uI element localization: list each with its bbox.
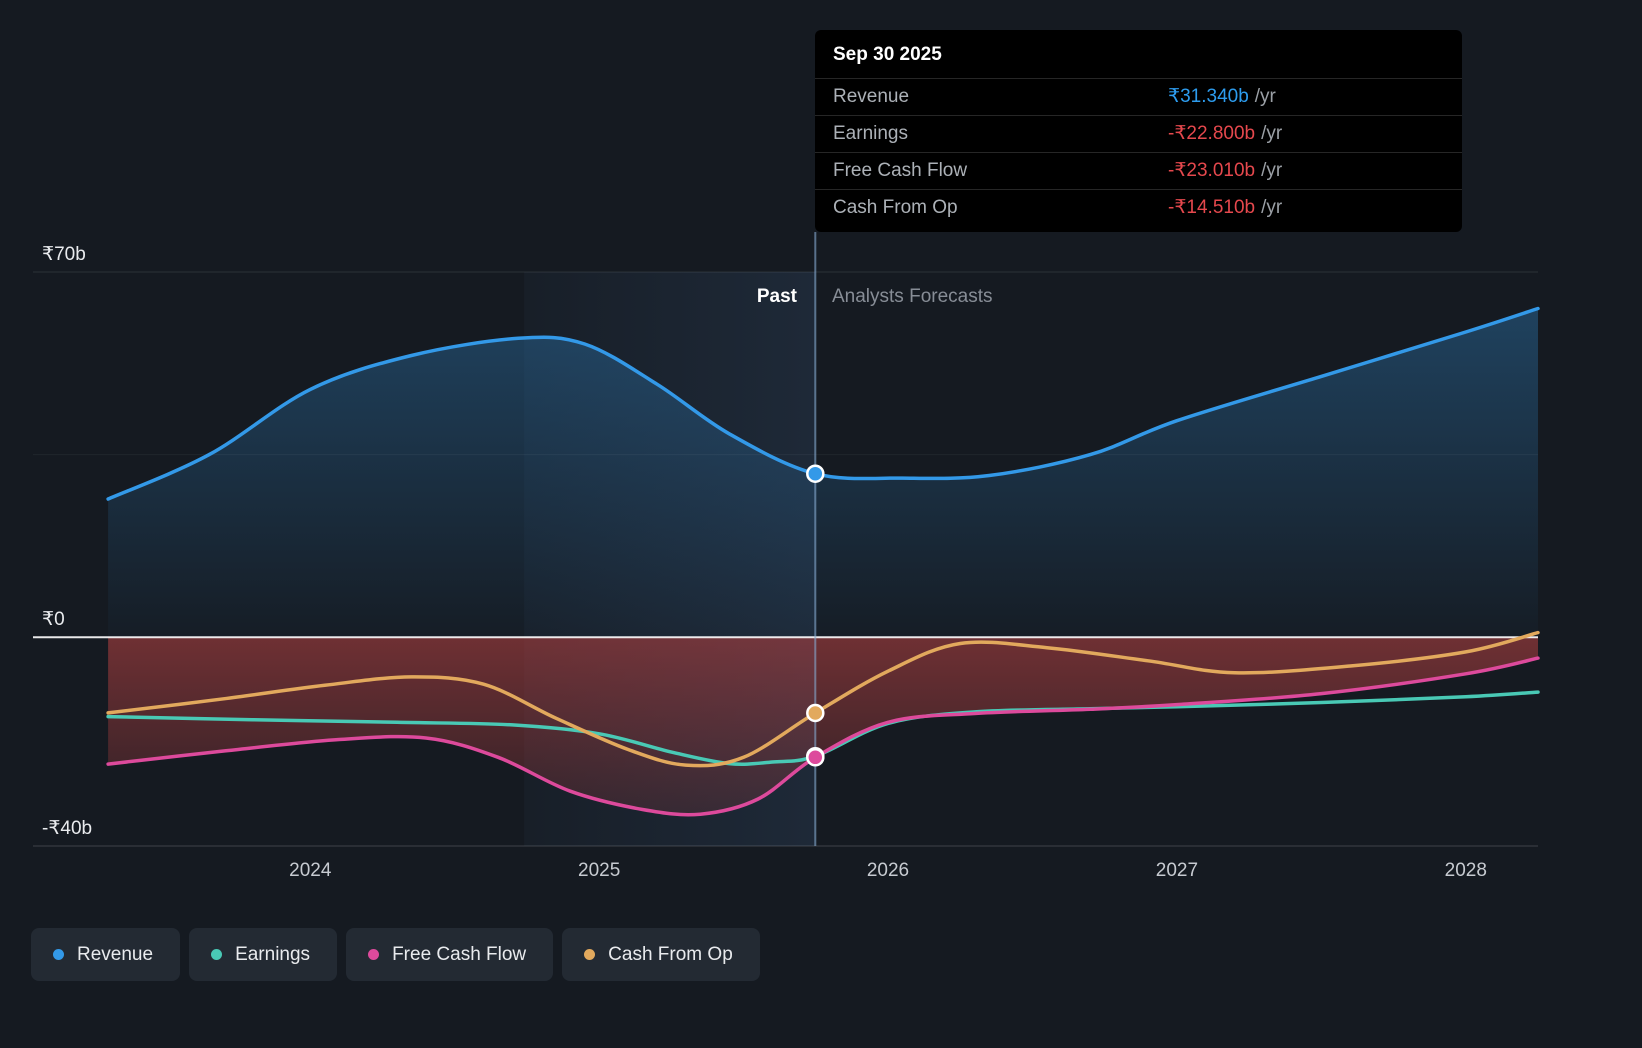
legend-label-earnings: Earnings [235, 943, 311, 965]
legend-label-revenue: Revenue [77, 943, 154, 965]
tooltip-unit-free-cash-flow: /yr [1261, 160, 1283, 181]
tooltip-label-free-cash-flow: Free Cash Flow [833, 160, 968, 181]
forecast-label: Analysts Forecasts [832, 286, 993, 307]
legend-item-cash-from-op[interactable]: Cash From Op [562, 928, 760, 981]
x-axis-label-2024: 2024 [289, 860, 332, 881]
legend-item-free-cash-flow[interactable]: Free Cash Flow [346, 928, 554, 981]
tooltip-row-cash-from-op: Cash From Op -₹14.510b /yr [815, 189, 1462, 226]
legend-dot-revenue-icon [53, 949, 64, 960]
tooltip-value-cash-from-op: -₹14.510b [1168, 197, 1256, 218]
earnings-line [106, 690, 1540, 766]
x-axis-label-2028: 2028 [1444, 860, 1487, 881]
legend-dot-earnings-icon [211, 949, 223, 960]
legend-item-earnings[interactable]: Earnings [189, 928, 338, 981]
tooltip-unit-cash-from-op: /yr [1261, 197, 1283, 218]
tooltip-row-free-cash-flow: Free Cash Flow -₹23.010b /yr [815, 152, 1462, 189]
tooltip-value-free-cash-flow: -₹23.010b [1168, 160, 1256, 181]
revenue-line [106, 306, 1540, 501]
chart-legend: Revenue Earnings Free Cash Flow Cash Fro… [31, 928, 760, 981]
legend-dot-cash-from-op-icon [584, 949, 596, 960]
legend-label-free-cash-flow: Free Cash Flow [392, 943, 527, 965]
tooltip-label-cash-from-op: Cash From Op [833, 197, 958, 218]
cash-from-op-marker [806, 703, 825, 723]
past-label: Past [756, 286, 797, 307]
tooltip-date: Sep 30 2025 [833, 44, 942, 65]
tooltip-row-revenue: Revenue ₹31.340b /yr [815, 78, 1462, 115]
x-axis-label-2026: 2026 [866, 860, 910, 881]
tooltip-value-revenue: ₹31.340b [1168, 86, 1249, 107]
x-axis-label-2025: 2025 [578, 860, 621, 881]
tooltip-label-revenue: Revenue [833, 86, 910, 107]
tooltip: Sep 30 2025 Revenue ₹31.340b /yr Earning… [815, 30, 1462, 232]
y-axis-label-70b: ₹70b [42, 244, 86, 265]
revenue-area [108, 308, 1539, 638]
cash-from-op-line [106, 630, 1540, 768]
y-axis-label-neg40b: -₹40b [42, 818, 93, 839]
legend-dot-free-cash-flow-icon [368, 949, 380, 960]
tooltip-label-earnings: Earnings [833, 123, 908, 144]
revenue-marker [806, 464, 825, 483]
tooltip-unit-revenue: /yr [1254, 86, 1276, 107]
negative-area [108, 637, 1539, 815]
legend-label-cash-from-op: Cash From Op [608, 943, 733, 965]
free-cash-flow-line [106, 656, 1540, 817]
tooltip-row-earnings: Earnings -₹22.800b /yr [815, 115, 1462, 152]
x-axis-label-2027: 2027 [1155, 860, 1199, 881]
tooltip-value-earnings: -₹22.800b [1168, 123, 1256, 144]
y-axis-label-0: ₹0 [42, 609, 65, 631]
free-cash-flow-marker [806, 748, 825, 767]
tooltip-unit-earnings: /yr [1261, 123, 1283, 144]
legend-item-revenue[interactable]: Revenue [31, 928, 181, 981]
